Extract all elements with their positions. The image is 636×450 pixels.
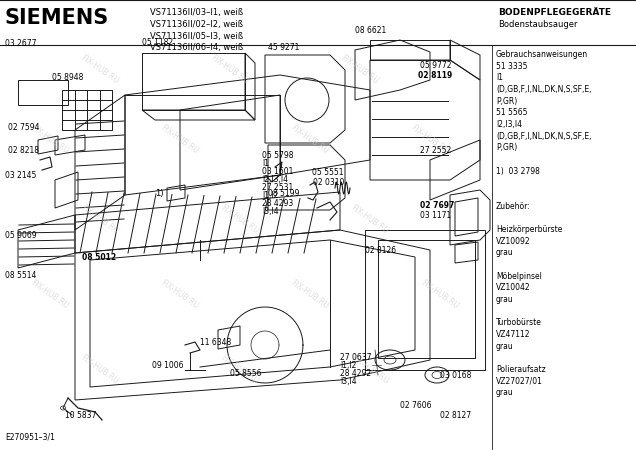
Text: E270951–3/1: E270951–3/1 [5,433,55,442]
Text: SIEMENS: SIEMENS [5,8,109,28]
Text: 27 2552: 27 2552 [420,146,452,155]
Text: FIX-HUB.RU: FIX-HUB.RU [349,354,391,386]
Text: FIX-HUB.RU: FIX-HUB.RU [80,204,121,236]
Text: 27 0637: 27 0637 [340,353,371,362]
Text: VS71136II/03–I1, weiß
VS71136II/02–I2, weiß
VS71136II/05–I3, weiß
VS71136II/06–I: VS71136II/03–I1, weiß VS71136II/02–I2, w… [150,8,243,52]
Text: 05 8948: 05 8948 [52,73,83,82]
Text: 02 8119: 02 8119 [418,71,452,80]
Text: I1: I1 [262,159,269,168]
Text: 02 7697: 02 7697 [420,201,454,210]
Text: FIX-HUB.RU: FIX-HUB.RU [219,204,261,236]
Text: I3,I4: I3,I4 [340,377,357,386]
Text: 05 5798: 05 5798 [262,151,293,160]
Text: FIX-HUB.RU: FIX-HUB.RU [289,124,331,156]
Text: 11 6348: 11 6348 [200,338,232,347]
Text: 05 5551: 05 5551 [312,168,343,177]
Text: 03 1171: 03 1171 [420,211,452,220]
Text: 27 2531: 27 2531 [262,183,293,192]
Text: 45 9271: 45 9271 [268,43,300,52]
Text: 08 6621: 08 6621 [355,26,386,35]
Text: FIX-HUB.RU: FIX-HUB.RU [219,354,261,386]
Text: 02 8127: 02 8127 [440,411,471,420]
Text: FIX-HUB.RU: FIX-HUB.RU [410,124,450,156]
Text: 1): 1) [155,189,163,198]
Text: I3,I4: I3,I4 [262,207,279,216]
Text: FIX-HUB.RU: FIX-HUB.RU [160,124,200,156]
Text: 28 4293: 28 4293 [262,199,293,208]
Text: 05 8556: 05 8556 [230,369,261,378]
Text: 03 1601: 03 1601 [262,167,293,176]
Text: 05 9069: 05 9069 [5,231,37,240]
Text: 08 5514: 08 5514 [5,271,36,280]
Text: 03 2145: 03 2145 [5,171,36,180]
Text: FIX-HUB.RU: FIX-HUB.RU [80,354,121,386]
Text: 02 7594: 02 7594 [8,123,39,132]
Text: FIX-HUB.RU: FIX-HUB.RU [420,279,460,311]
Text: I2,I3,I4: I2,I3,I4 [262,175,288,184]
Text: BODENPFLEGEGERÄTE: BODENPFLEGEGERÄTE [498,8,611,17]
Text: FIX-HUB.RU: FIX-HUB.RU [209,54,251,86]
Text: Bodenstaubsauger: Bodenstaubsauger [498,20,577,29]
Text: FIX-HUB.RU: FIX-HUB.RU [29,124,71,156]
Text: 05 9772: 05 9772 [420,61,452,70]
Text: 08 5199: 08 5199 [268,189,300,198]
Text: Gebrauchsanweisungen
51 3335
I1
(D,GB,F,I,NL,DK,N,S,SF,E,
P,GR)
51 5565
I2,I3,I4: Gebrauchsanweisungen 51 3335 I1 (D,GB,F,… [496,50,591,397]
Text: 28 4292: 28 4292 [340,369,371,378]
Text: 02 7606: 02 7606 [400,401,431,410]
Text: 03 0168: 03 0168 [440,371,471,380]
Text: 02 8218: 02 8218 [8,146,39,155]
Text: 10 5837: 10 5837 [65,411,97,420]
Text: 05 1182: 05 1182 [142,38,173,47]
Text: FIX-HUB.RU: FIX-HUB.RU [289,279,331,311]
Text: 03 2677: 03 2677 [5,39,36,48]
Text: I1,I2: I1,I2 [262,191,279,200]
Text: FIX-HUB.RU: FIX-HUB.RU [160,279,200,311]
Text: FIX-HUB.RU: FIX-HUB.RU [349,204,391,236]
Text: FIX-HUB.RU: FIX-HUB.RU [29,279,71,311]
Text: 02 0310: 02 0310 [313,178,344,187]
Text: FIX-HUB.RU: FIX-HUB.RU [80,54,121,86]
Text: FIX-HUB.RU: FIX-HUB.RU [340,54,380,86]
Text: 09 1006: 09 1006 [152,361,184,370]
Text: I1,I2: I1,I2 [340,361,356,370]
Text: 02 8126: 02 8126 [365,246,396,255]
Text: 08 5012: 08 5012 [82,253,116,262]
